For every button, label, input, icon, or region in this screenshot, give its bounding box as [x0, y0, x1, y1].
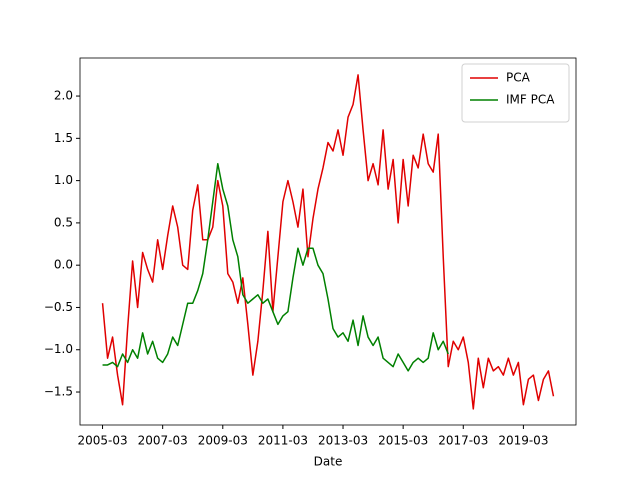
x-tick-label: 2017-03 — [438, 434, 488, 448]
y-tick-label: −1.0 — [44, 342, 73, 356]
x-axis-label: Date — [314, 455, 343, 469]
x-tick-label: 2005-03 — [77, 434, 127, 448]
y-tick-label: 0.5 — [54, 215, 73, 229]
legend-label: PCA — [506, 71, 531, 85]
y-tick-label: −0.5 — [44, 300, 73, 314]
y-tick-label: 0.0 — [54, 258, 73, 272]
legend: PCA IMF PCA — [461, 63, 570, 123]
x-tick-label: 2013-03 — [318, 434, 368, 448]
x-tick-label: 2007-03 — [138, 434, 188, 448]
y-tick-label: 1.0 — [54, 173, 73, 187]
line — [101, 74, 555, 410]
x-tick-label: 2011-03 — [258, 434, 308, 448]
y-tick-label: 2.0 — [54, 89, 73, 103]
y-tick-label: −1.5 — [44, 385, 73, 399]
line — [102, 162, 449, 372]
axes-frame — [79, 57, 577, 426]
x-tick-label: 2015-03 — [378, 434, 428, 448]
y-tick-label: 1.5 — [54, 131, 73, 145]
legend-label: IMF PCA — [506, 93, 555, 107]
x-tick-label: 2019-03 — [498, 434, 548, 448]
x-tick-label: 2009-03 — [198, 434, 248, 448]
